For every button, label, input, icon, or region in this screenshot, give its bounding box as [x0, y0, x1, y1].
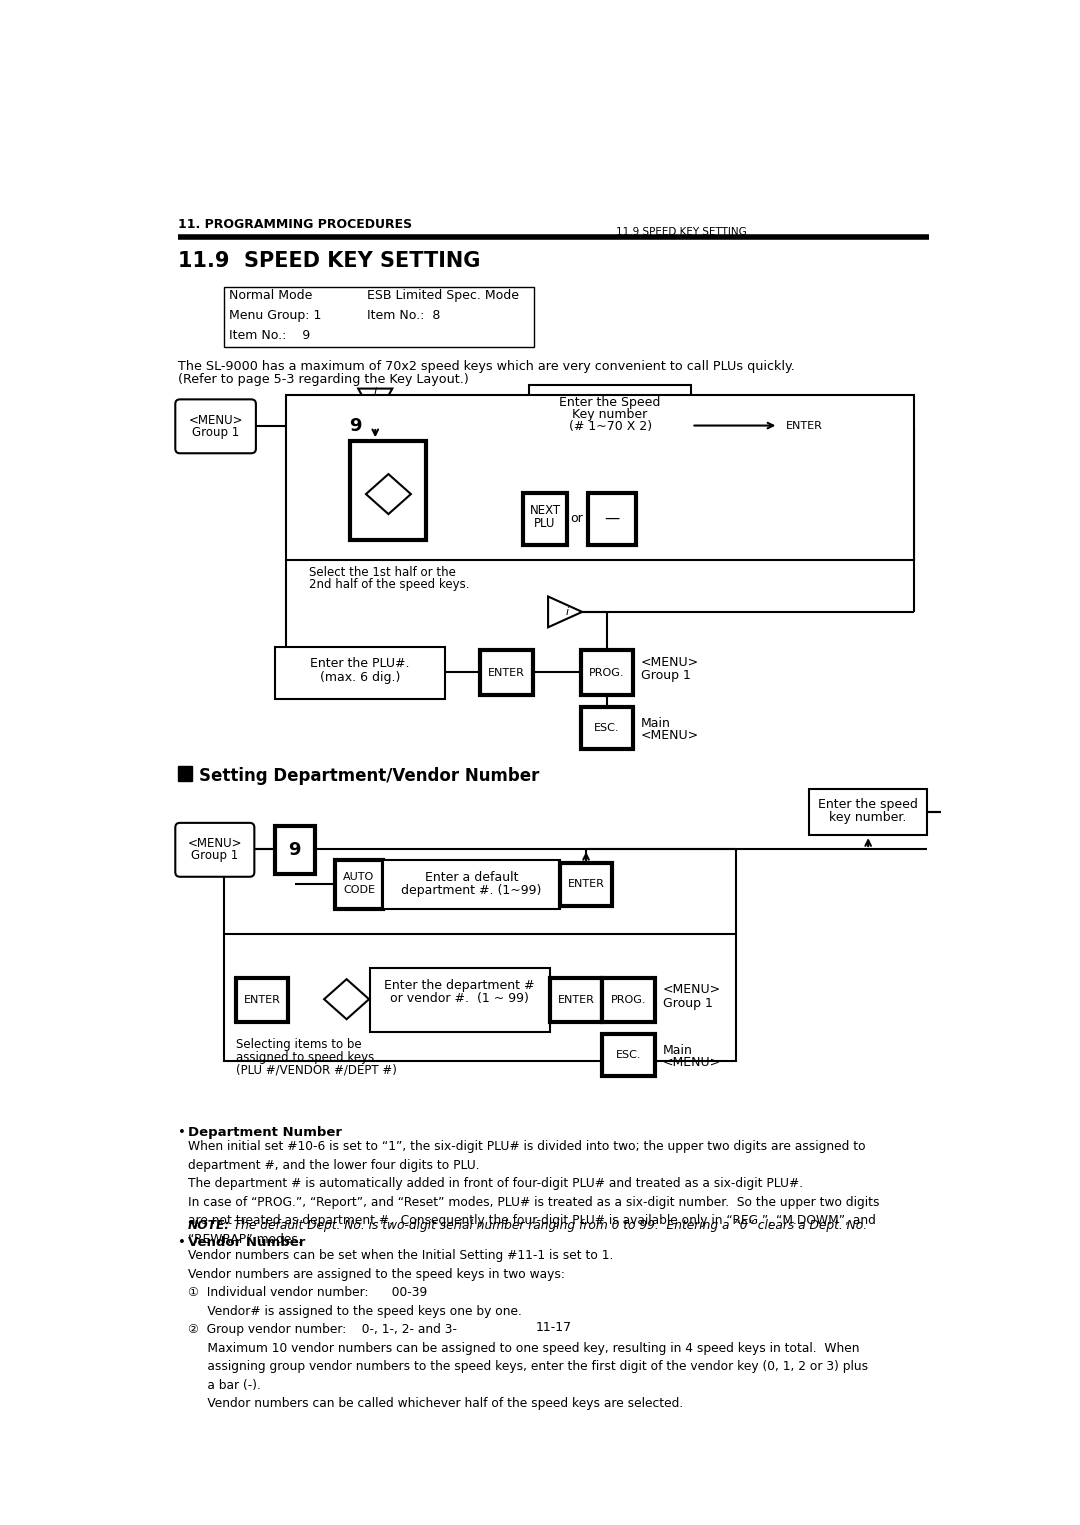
FancyBboxPatch shape — [350, 441, 427, 540]
FancyBboxPatch shape — [480, 650, 532, 695]
Text: <MENU>: <MENU> — [188, 837, 242, 849]
Text: 9: 9 — [349, 418, 362, 435]
Text: ENTER: ENTER — [568, 880, 605, 889]
Text: <MENU>: <MENU> — [642, 656, 699, 669]
Text: assigned to speed keys.: assigned to speed keys. — [235, 1051, 378, 1064]
Text: Key number: Key number — [572, 407, 648, 421]
Text: 2nd half of the speed keys.: 2nd half of the speed keys. — [309, 578, 470, 592]
Text: Enter the PLU#.: Enter the PLU#. — [310, 657, 409, 671]
FancyBboxPatch shape — [335, 403, 375, 450]
Text: Main: Main — [642, 717, 671, 729]
Text: (Refer to page 5-3 regarding the Key Layout.): (Refer to page 5-3 regarding the Key Lay… — [177, 374, 469, 386]
FancyBboxPatch shape — [581, 706, 633, 749]
Text: ENTER: ENTER — [488, 668, 525, 677]
Text: Main: Main — [663, 1045, 692, 1057]
FancyBboxPatch shape — [225, 287, 535, 348]
Text: 11. PROGRAMMING PROCEDURES: 11. PROGRAMMING PROCEDURES — [177, 218, 411, 230]
Text: 9: 9 — [288, 840, 301, 859]
Text: (# 1~70 X 2): (# 1~70 X 2) — [568, 421, 651, 433]
FancyBboxPatch shape — [335, 860, 383, 909]
FancyBboxPatch shape — [809, 788, 927, 836]
Text: (PLU #/VENDOR #/DEPT #): (PLU #/VENDOR #/DEPT #) — [235, 1064, 396, 1077]
Text: Select the 1st half or the: Select the 1st half or the — [309, 566, 456, 578]
Bar — [177, 766, 191, 781]
FancyBboxPatch shape — [175, 400, 256, 453]
Text: ESB Limited Spec. Mode: ESB Limited Spec. Mode — [367, 290, 518, 302]
Text: 11-17: 11-17 — [536, 1322, 571, 1334]
Text: Group 1: Group 1 — [192, 425, 240, 439]
Text: <MENU>: <MENU> — [642, 729, 699, 743]
Text: PLU: PLU — [535, 517, 556, 531]
Text: key number.: key number. — [829, 811, 907, 825]
Text: i: i — [565, 607, 568, 618]
Text: Enter the department #: Enter the department # — [384, 979, 535, 993]
Text: Setting Department/Vendor Number: Setting Department/Vendor Number — [200, 767, 540, 785]
FancyBboxPatch shape — [581, 650, 633, 695]
Text: The default Dept. No. is two-digit serial number ranging from 0 to 99.  Entering: The default Dept. No. is two-digit seria… — [221, 1218, 867, 1232]
FancyBboxPatch shape — [529, 384, 691, 468]
Text: ESC.: ESC. — [594, 723, 620, 734]
Text: NEXT: NEXT — [529, 505, 561, 517]
Text: Enter the Speed: Enter the Speed — [559, 395, 661, 409]
FancyBboxPatch shape — [175, 824, 255, 877]
FancyBboxPatch shape — [550, 978, 603, 1022]
Text: When initial set #10-6 is set to “1”, the six-digit PLU# is divided into two; th: When initial set #10-6 is set to “1”, th… — [188, 1141, 879, 1246]
Text: <MENU>: <MENU> — [663, 1057, 721, 1069]
Text: Vendor numbers can be set when the Initial Setting #11-1 is set to 1.
Vendor num: Vendor numbers can be set when the Initi… — [188, 1249, 868, 1411]
Text: ENTER: ENTER — [557, 994, 594, 1005]
FancyBboxPatch shape — [779, 404, 831, 448]
Text: Group 1: Group 1 — [663, 996, 713, 1010]
Text: Menu Group: 1: Menu Group: 1 — [229, 310, 321, 322]
Text: The SL-9000 has a maximum of 70x2 speed keys which are very convenient to call P: The SL-9000 has a maximum of 70x2 speed … — [177, 360, 795, 374]
Text: or: or — [570, 512, 583, 525]
FancyBboxPatch shape — [603, 1034, 656, 1077]
FancyBboxPatch shape — [369, 968, 550, 1031]
FancyBboxPatch shape — [225, 933, 735, 1061]
FancyBboxPatch shape — [603, 978, 656, 1022]
Text: Normal Mode: Normal Mode — [229, 290, 312, 302]
Text: PROG.: PROG. — [611, 994, 647, 1005]
Text: ESC.: ESC. — [616, 1051, 642, 1060]
Text: NOTE:: NOTE: — [188, 1218, 230, 1232]
FancyBboxPatch shape — [383, 860, 559, 909]
FancyBboxPatch shape — [235, 978, 288, 1022]
Text: Item No.:  8: Item No.: 8 — [367, 310, 441, 322]
Text: •: • — [177, 1127, 194, 1139]
FancyBboxPatch shape — [523, 493, 567, 544]
Text: Group 1: Group 1 — [642, 669, 691, 682]
Text: ENTER: ENTER — [786, 421, 823, 432]
FancyBboxPatch shape — [274, 827, 314, 874]
Text: AUTO: AUTO — [343, 872, 375, 881]
Text: 11.9 SPEED KEY SETTING: 11.9 SPEED KEY SETTING — [616, 227, 746, 236]
Text: <MENU>: <MENU> — [188, 413, 243, 427]
Text: —: — — [604, 511, 619, 526]
Text: Selecting items to be: Selecting items to be — [235, 1037, 362, 1051]
Text: Vendor Number: Vendor Number — [188, 1235, 305, 1249]
Text: Group 1: Group 1 — [191, 849, 239, 863]
FancyBboxPatch shape — [588, 493, 636, 544]
Text: i: i — [374, 387, 377, 397]
Text: Enter the speed: Enter the speed — [819, 798, 918, 811]
FancyBboxPatch shape — [559, 863, 612, 906]
Text: PROG.: PROG. — [590, 668, 624, 677]
Text: (max. 6 dig.): (max. 6 dig.) — [320, 671, 400, 685]
Text: Enter a default: Enter a default — [424, 871, 518, 883]
FancyBboxPatch shape — [274, 647, 445, 698]
Text: department #. (1~99): department #. (1~99) — [401, 883, 541, 897]
Text: 11.9  SPEED KEY SETTING: 11.9 SPEED KEY SETTING — [177, 250, 480, 271]
Text: Item No.:    9: Item No.: 9 — [229, 329, 310, 342]
Text: or vendor #.  (1 ~ 99): or vendor #. (1 ~ 99) — [390, 993, 529, 1005]
Text: •: • — [177, 1235, 194, 1249]
FancyBboxPatch shape — [286, 395, 914, 560]
Text: CODE: CODE — [343, 884, 375, 895]
Text: <MENU>: <MENU> — [663, 984, 721, 996]
Text: Department Number: Department Number — [188, 1127, 341, 1139]
Text: ENTER: ENTER — [244, 994, 281, 1005]
